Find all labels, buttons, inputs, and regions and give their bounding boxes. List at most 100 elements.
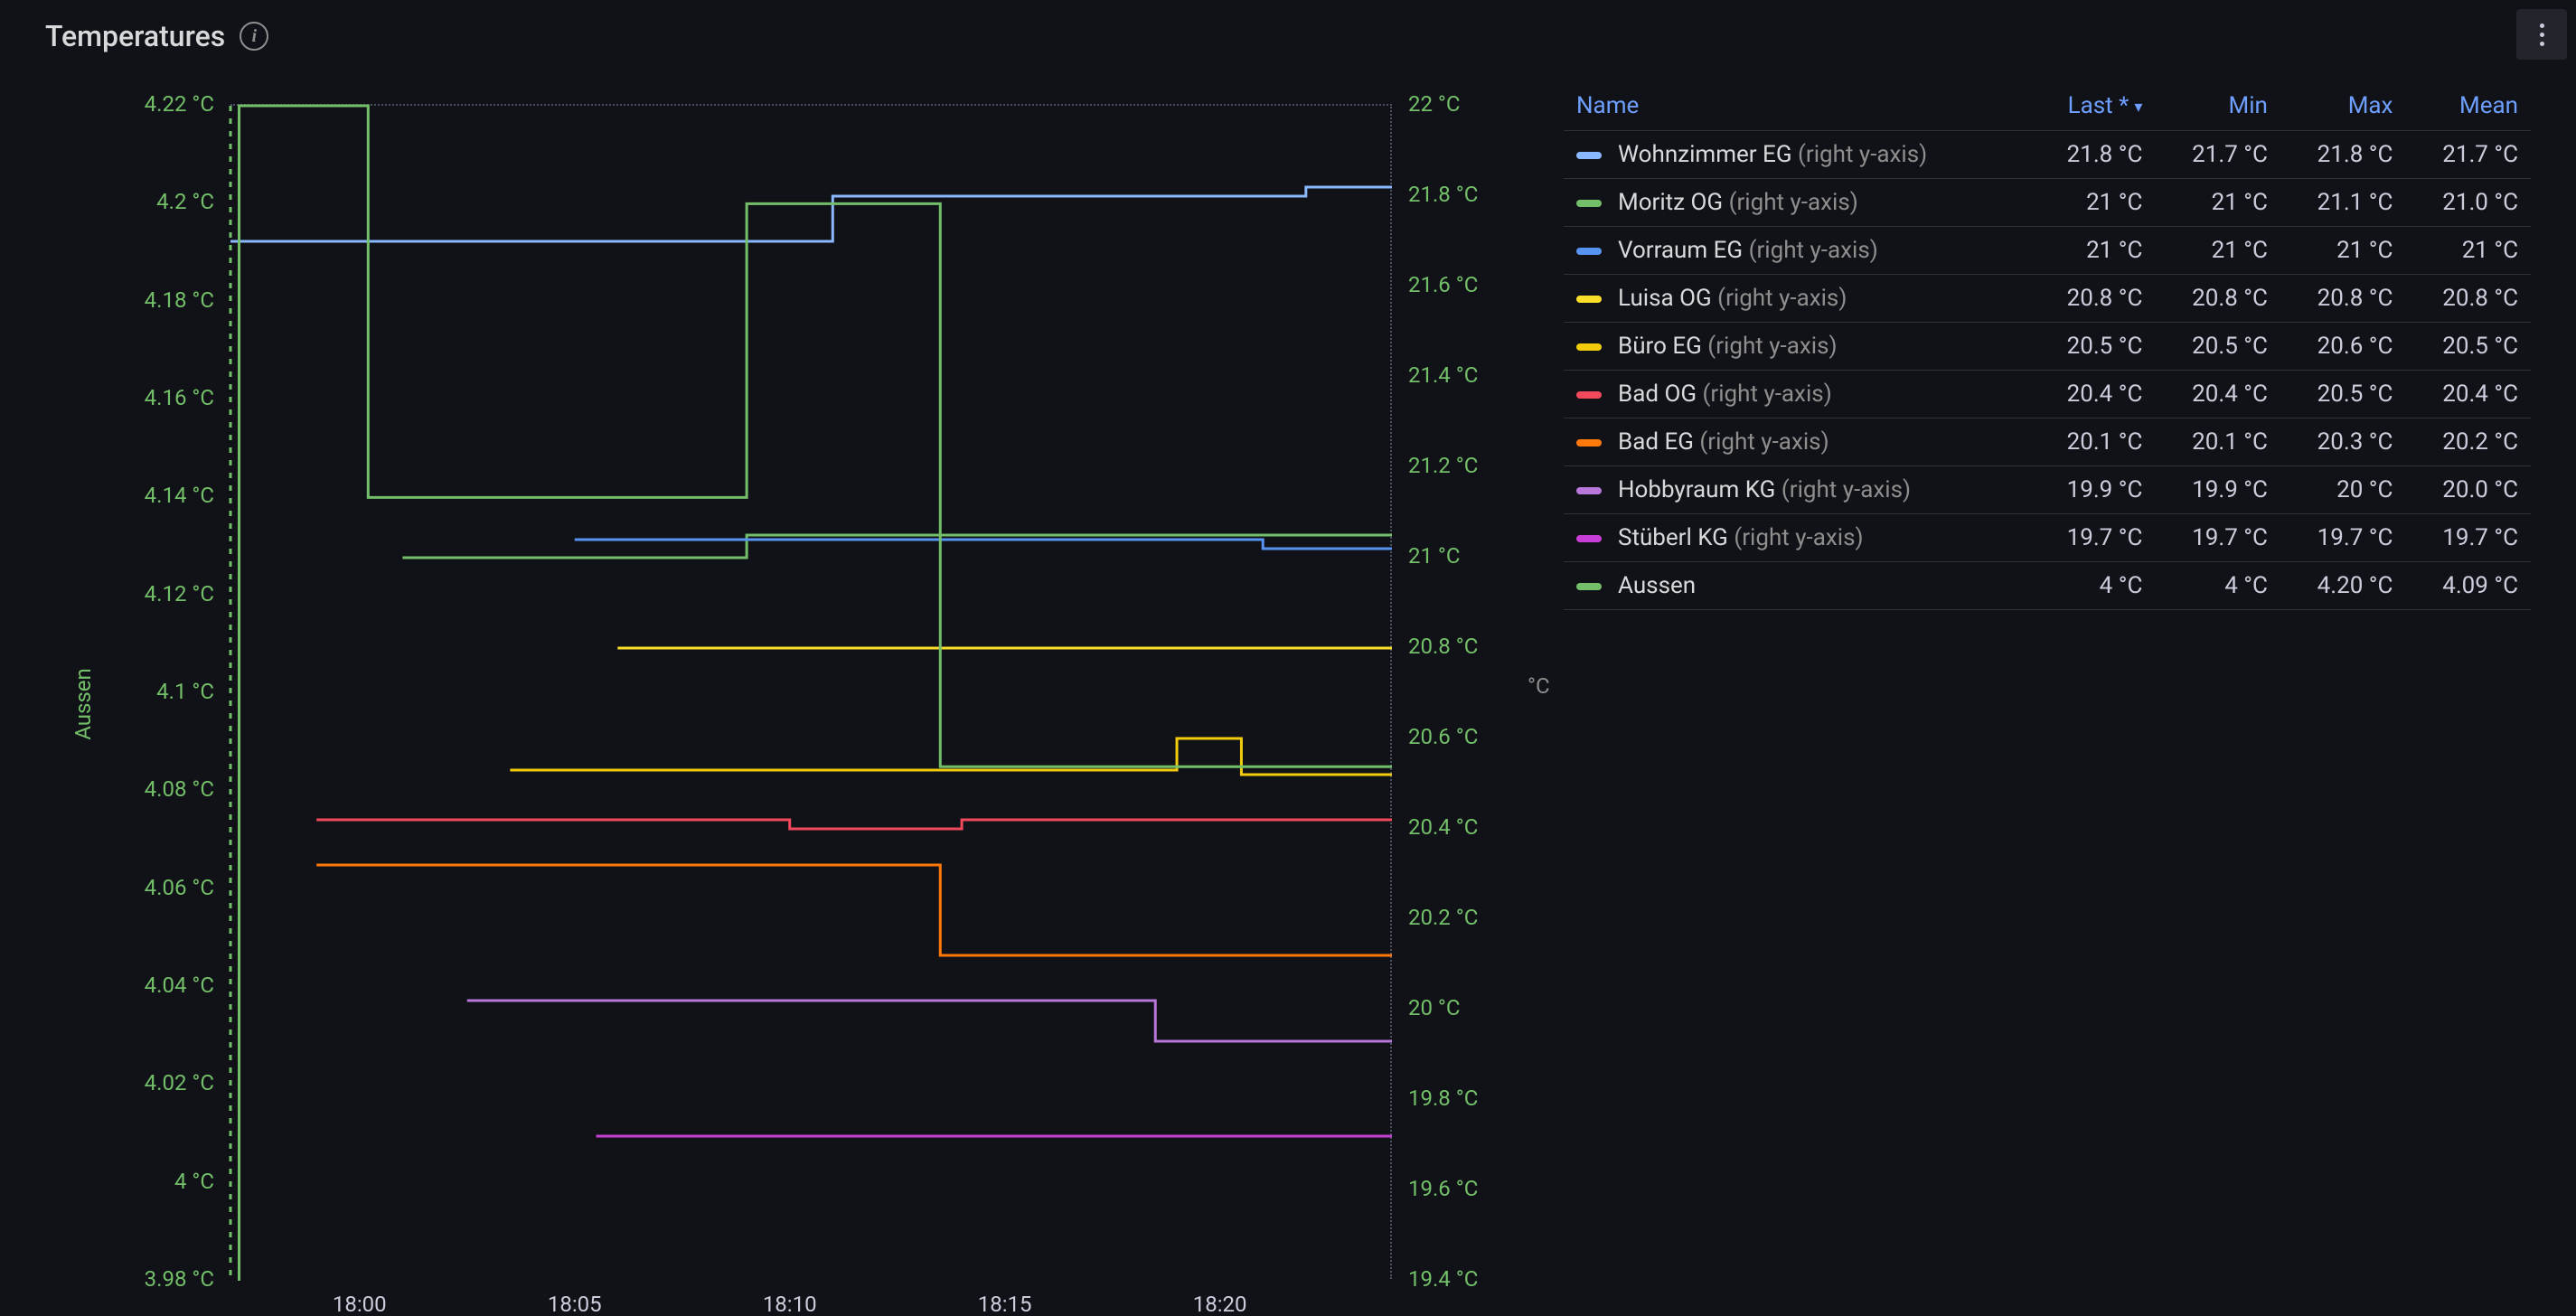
panel-body: Aussen °C 4.22 °C4.2 °C4.18 °C4.16 °C4.1… [18, 63, 2558, 1298]
right-axis-tick: 20.6 °C [1408, 724, 1478, 749]
legend-swatch [1576, 391, 1602, 399]
left-axis-tick: 4.16 °C [145, 385, 214, 410]
left-axis-tick: 4.04 °C [145, 973, 214, 998]
legend-swatch [1576, 535, 1602, 542]
legend-col-max[interactable]: Max [2280, 81, 2406, 131]
legend-value-max: 4.20 °C [2280, 562, 2406, 610]
legend-swatch [1576, 439, 1602, 446]
legend-col-last[interactable]: Last *▾ [2030, 81, 2156, 131]
legend-value-max: 20 °C [2280, 466, 2406, 514]
legend-series-name-cell[interactable]: Stüberl KG (right y-axis) [1564, 514, 2030, 562]
legend-row[interactable]: Büro EG (right y-axis)20.5 °C20.5 °C20.6… [1564, 323, 2531, 371]
legend-series-name: Aussen [1618, 572, 1696, 599]
legend-series-name: Bad OG [1618, 381, 1697, 408]
legend-area: Name Last *▾ Min Max Mean Wohnzimmer EG … [1555, 63, 2558, 1298]
legend-value-min: 21 °C [2155, 227, 2280, 275]
legend-series-name-cell[interactable]: Hobbyraum KG (right y-axis) [1564, 466, 2030, 514]
legend-value-last: 19.9 °C [2030, 466, 2156, 514]
legend-series-name: Moritz OG [1618, 189, 1723, 216]
right-axis-tick: 20.2 °C [1408, 905, 1478, 930]
legend-value-last: 20.4 °C [2030, 371, 2156, 418]
legend-series-name-cell[interactable]: Luisa OG (right y-axis) [1564, 275, 2030, 323]
chart-area[interactable]: Aussen °C 4.22 °C4.2 °C4.18 °C4.16 °C4.1… [18, 63, 1555, 1298]
legend-series-name-cell[interactable]: Aussen [1564, 562, 2030, 610]
legend-series-name-cell[interactable]: Moritz OG (right y-axis) [1564, 179, 2030, 227]
legend-value-max: 21.8 °C [2280, 131, 2406, 179]
legend-series-name: Stüberl KG [1618, 524, 1728, 551]
panel-menu-button[interactable] [2516, 9, 2567, 60]
legend-col-min[interactable]: Min [2155, 81, 2280, 131]
legend-value-max: 21 °C [2280, 227, 2406, 275]
legend-value-min: 20.5 °C [2155, 323, 2280, 371]
sort-caret-icon: ▾ [2134, 98, 2142, 117]
legend-series-axis-note: (right y-axis) [1723, 189, 1858, 216]
legend-row[interactable]: Bad OG (right y-axis)20.4 °C20.4 °C20.5 … [1564, 371, 2531, 418]
legend-value-min: 20.4 °C [2155, 371, 2280, 418]
legend-series-name-cell[interactable]: Vorraum EG (right y-axis) [1564, 227, 2030, 275]
left-axis-tick: 4.1 °C [156, 679, 214, 704]
left-axis-tick: 4.12 °C [145, 581, 214, 606]
legend-swatch [1576, 583, 1602, 590]
legend-row[interactable]: Bad EG (right y-axis)20.1 °C20.1 °C20.3 … [1564, 418, 2531, 466]
legend-value-mean: 20.0 °C [2405, 466, 2531, 514]
x-axis-tick: 18:00 [333, 1292, 387, 1316]
legend-value-min: 4 °C [2155, 562, 2280, 610]
right-axis-tick: 19.8 °C [1408, 1086, 1478, 1111]
x-axis-tick: 18:05 [548, 1292, 602, 1316]
legend-value-last: 21 °C [2030, 179, 2156, 227]
right-axis-tick: 22 °C [1408, 91, 1461, 117]
legend-series-name: Vorraum EG [1618, 237, 1743, 264]
left-axis-tick: 4.02 °C [145, 1070, 214, 1095]
right-axis-tick: 21.6 °C [1408, 272, 1478, 297]
legend-value-mean: 21.0 °C [2405, 179, 2531, 227]
legend-swatch [1576, 487, 1602, 494]
legend-series-name: Büro EG [1618, 333, 1702, 360]
legend-value-min: 21 °C [2155, 179, 2280, 227]
legend-value-min: 19.7 °C [2155, 514, 2280, 562]
legend-value-min: 20.1 °C [2155, 418, 2280, 466]
legend-series-name: Hobbyraum KG [1618, 476, 1775, 503]
right-axis-tick: 19.6 °C [1408, 1176, 1478, 1201]
legend-row[interactable]: Stüberl KG (right y-axis)19.7 °C19.7 °C1… [1564, 514, 2531, 562]
legend-row[interactable]: Moritz OG (right y-axis)21 °C21 °C21.1 °… [1564, 179, 2531, 227]
legend-swatch [1576, 152, 1602, 159]
legend-row[interactable]: Wohnzimmer EG (right y-axis) 21.8 °C21.7 … [1564, 131, 2531, 179]
plot-area [230, 104, 1392, 1279]
left-axis-tick: 4.08 °C [145, 776, 214, 802]
legend-value-max: 20.6 °C [2280, 323, 2406, 371]
legend-series-axis-note: (right y-axis) [1702, 333, 1838, 360]
legend-row[interactable]: Hobbyraum KG (right y-axis)19.9 °C19.9 °… [1564, 466, 2531, 514]
chart-svg [230, 106, 1392, 1281]
left-axis-tick: 4.06 °C [145, 875, 214, 900]
legend-value-min: 20.8 °C [2155, 275, 2280, 323]
legend-swatch [1576, 200, 1602, 207]
info-icon[interactable]: i [240, 22, 268, 51]
legend-swatch [1576, 296, 1602, 303]
right-axis-labels: 22 °C21.8 °C21.6 °C21.4 °C21.2 °C21 °C20… [1408, 104, 1553, 1279]
legend-row[interactable]: Luisa OG (right y-axis)20.8 °C20.8 °C20.… [1564, 275, 2531, 323]
legend-series-name-cell[interactable]: Wohnzimmer EG (right y-axis) [1564, 131, 2030, 179]
right-axis-tick: 21.8 °C [1408, 182, 1478, 207]
panel-header: Temperatures i [18, 9, 2558, 63]
left-axis-tick: 3.98 °C [145, 1266, 214, 1292]
legend-series-name: Bad EG [1618, 428, 1694, 456]
legend-row[interactable]: Vorraum EG (right y-axis)21 °C21 °C21 °C… [1564, 227, 2531, 275]
legend-col-mean[interactable]: Mean [2405, 81, 2531, 131]
legend-row[interactable]: Aussen4 °C4 °C4.20 °C4.09 °C [1564, 562, 2531, 610]
panel-title: Temperatures [45, 19, 225, 53]
legend-value-mean: 20.4 °C [2405, 371, 2531, 418]
panel: Temperatures i Aussen °C 4.22 °C4.2 °C4.… [0, 0, 2576, 1316]
right-axis-tick: 21 °C [1408, 543, 1461, 569]
legend-value-min: 21.7 °C [2155, 131, 2280, 179]
legend-series-name-cell[interactable]: Büro EG (right y-axis) [1564, 323, 2030, 371]
legend-table: Name Last *▾ Min Max Mean Wohnzimmer EG … [1564, 81, 2531, 610]
legend-value-mean: 20.8 °C [2405, 275, 2531, 323]
legend-col-name[interactable]: Name [1564, 81, 2030, 131]
left-axis-tick: 4.2 °C [156, 189, 214, 214]
legend-series-name-cell[interactable]: Bad OG (right y-axis) [1564, 371, 2030, 418]
left-axis-labels: 4.22 °C4.2 °C4.18 °C4.16 °C4.14 °C4.12 °… [18, 104, 214, 1279]
legend-series-axis-note: (right y-axis) [1697, 381, 1832, 408]
right-axis-tick: 20.4 °C [1408, 814, 1478, 840]
legend-value-mean: 19.7 °C [2405, 514, 2531, 562]
legend-series-name-cell[interactable]: Bad EG (right y-axis) [1564, 418, 2030, 466]
